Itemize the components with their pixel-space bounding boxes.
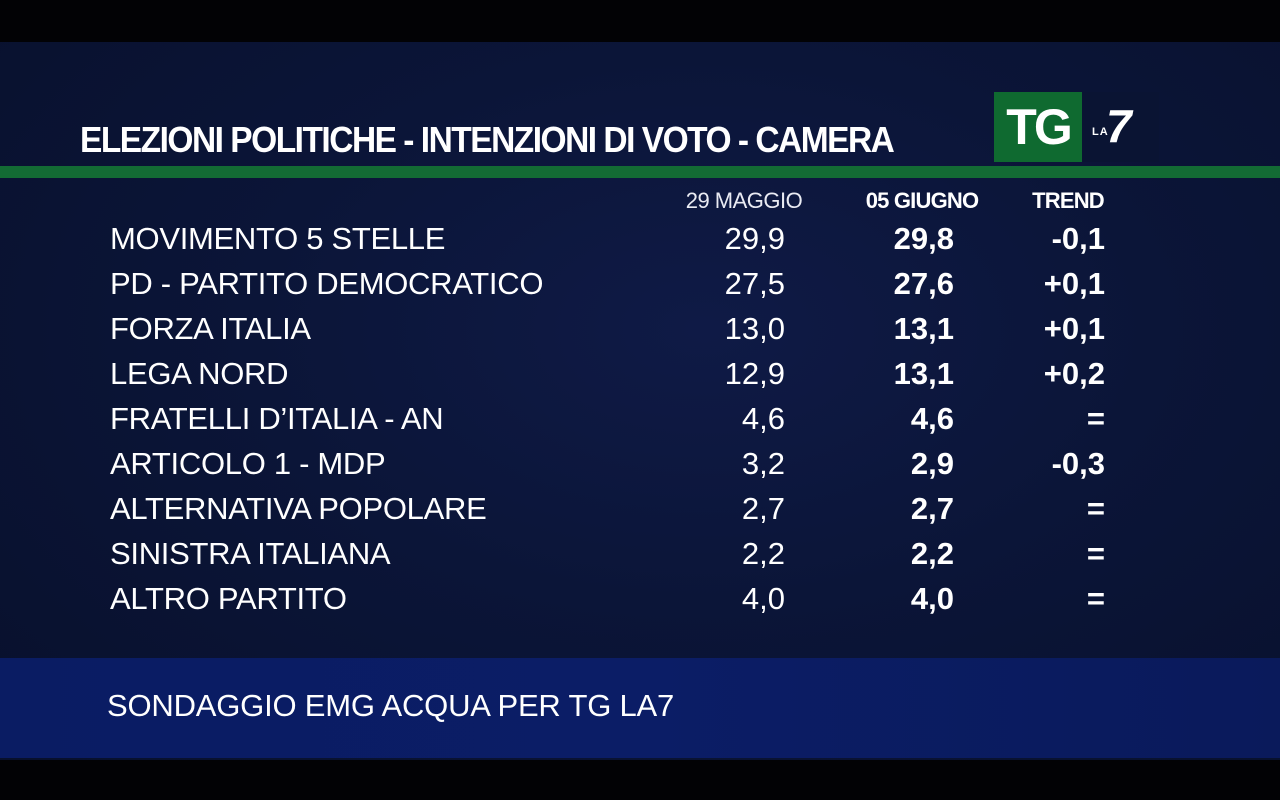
value-previous: 12,9	[724, 356, 785, 391]
value-current: 2,7	[910, 491, 954, 526]
table-row: FORZA ITALIA 13,0 13,1 +0,1	[0, 306, 1280, 351]
table-row: SINISTRA ITALIANA 2,2 2,2 =	[0, 531, 1280, 576]
value-previous: 29,9	[724, 221, 785, 256]
table-row: LEGA NORD 12,9 13,1 +0,2	[0, 351, 1280, 396]
value-trend: +0,1	[1043, 311, 1105, 346]
source-bar	[0, 658, 1280, 758]
party-name: MOVIMENTO 5 STELLE	[110, 221, 446, 256]
poll-table: MOVIMENTO 5 STELLE 29,9 29,8 -0,1 PD - P…	[0, 216, 1280, 621]
value-current: 2,9	[910, 446, 954, 481]
value-current: 13,1	[893, 311, 954, 346]
value-previous: 2,2	[741, 536, 785, 571]
value-previous: 13,0	[724, 311, 785, 346]
party-name: PD - PARTITO DEMOCRATICO	[110, 266, 544, 301]
value-previous: 4,0	[741, 581, 785, 616]
party-name: ARTICOLO 1 - MDP	[110, 446, 386, 481]
party-name: SINISTRA ITALIANA	[110, 536, 391, 571]
source-caption: SONDAGGIO EMG ACQUA PER TG LA7	[107, 688, 675, 723]
value-current: 27,6	[893, 266, 954, 301]
value-current: 4,6	[910, 401, 954, 436]
column-header-previous: 29 MAGGIO	[685, 188, 803, 213]
column-header-trend: TREND	[1032, 188, 1105, 213]
value-trend: -0,3	[1051, 446, 1105, 481]
value-previous: 4,6	[741, 401, 785, 436]
logo-seven-text: 7	[1106, 100, 1132, 152]
tg-la7-logo: TG LA 7	[994, 92, 1159, 162]
value-current: 29,8	[893, 221, 954, 256]
party-name: LEGA NORD	[110, 356, 289, 391]
party-name: ALTRO PARTITO	[110, 581, 347, 616]
title-divider	[0, 166, 1280, 178]
table-row: ARTICOLO 1 - MDP 3,2 2,9 -0,3	[0, 441, 1280, 486]
column-header-current: 05 GIUGNO	[865, 188, 979, 213]
value-trend: +0,2	[1043, 356, 1105, 391]
value-previous: 27,5	[724, 266, 785, 301]
value-trend: +0,1	[1043, 266, 1105, 301]
value-current: 4,0	[910, 581, 954, 616]
value-trend: =	[1086, 581, 1105, 616]
party-name: ALTERNATIVA POPOLARE	[110, 491, 487, 526]
value-trend: -0,1	[1051, 221, 1105, 256]
party-name: FORZA ITALIA	[110, 311, 311, 346]
table-row: ALTRO PARTITO 4,0 4,0 =	[0, 576, 1280, 621]
table-row: FRATELLI D’ITALIA - AN 4,6 4,6 =	[0, 396, 1280, 441]
value-previous: 3,2	[741, 446, 785, 481]
logo-la-text: LA	[1092, 126, 1109, 138]
party-name: FRATELLI D’ITALIA - AN	[110, 401, 444, 436]
table-row: MOVIMENTO 5 STELLE 29,9 29,8 -0,1	[0, 216, 1280, 261]
value-current: 2,2	[910, 536, 954, 571]
value-trend: =	[1086, 401, 1105, 436]
logo-tg-text: TG	[1006, 99, 1072, 155]
value-trend: =	[1086, 491, 1105, 526]
value-previous: 2,7	[741, 491, 785, 526]
table-row: PD - PARTITO DEMOCRATICO 27,5 27,6 +0,1	[0, 261, 1280, 306]
value-trend: =	[1086, 536, 1105, 571]
page-title: ELEZIONI POLITICHE - INTENZIONI DI VOTO …	[80, 119, 895, 160]
value-current: 13,1	[893, 356, 954, 391]
table-row: ALTERNATIVA POPOLARE 2,7 2,7 =	[0, 486, 1280, 531]
logo-tg-block: TG	[994, 92, 1082, 162]
logo-la7-block: LA 7	[1082, 92, 1159, 162]
